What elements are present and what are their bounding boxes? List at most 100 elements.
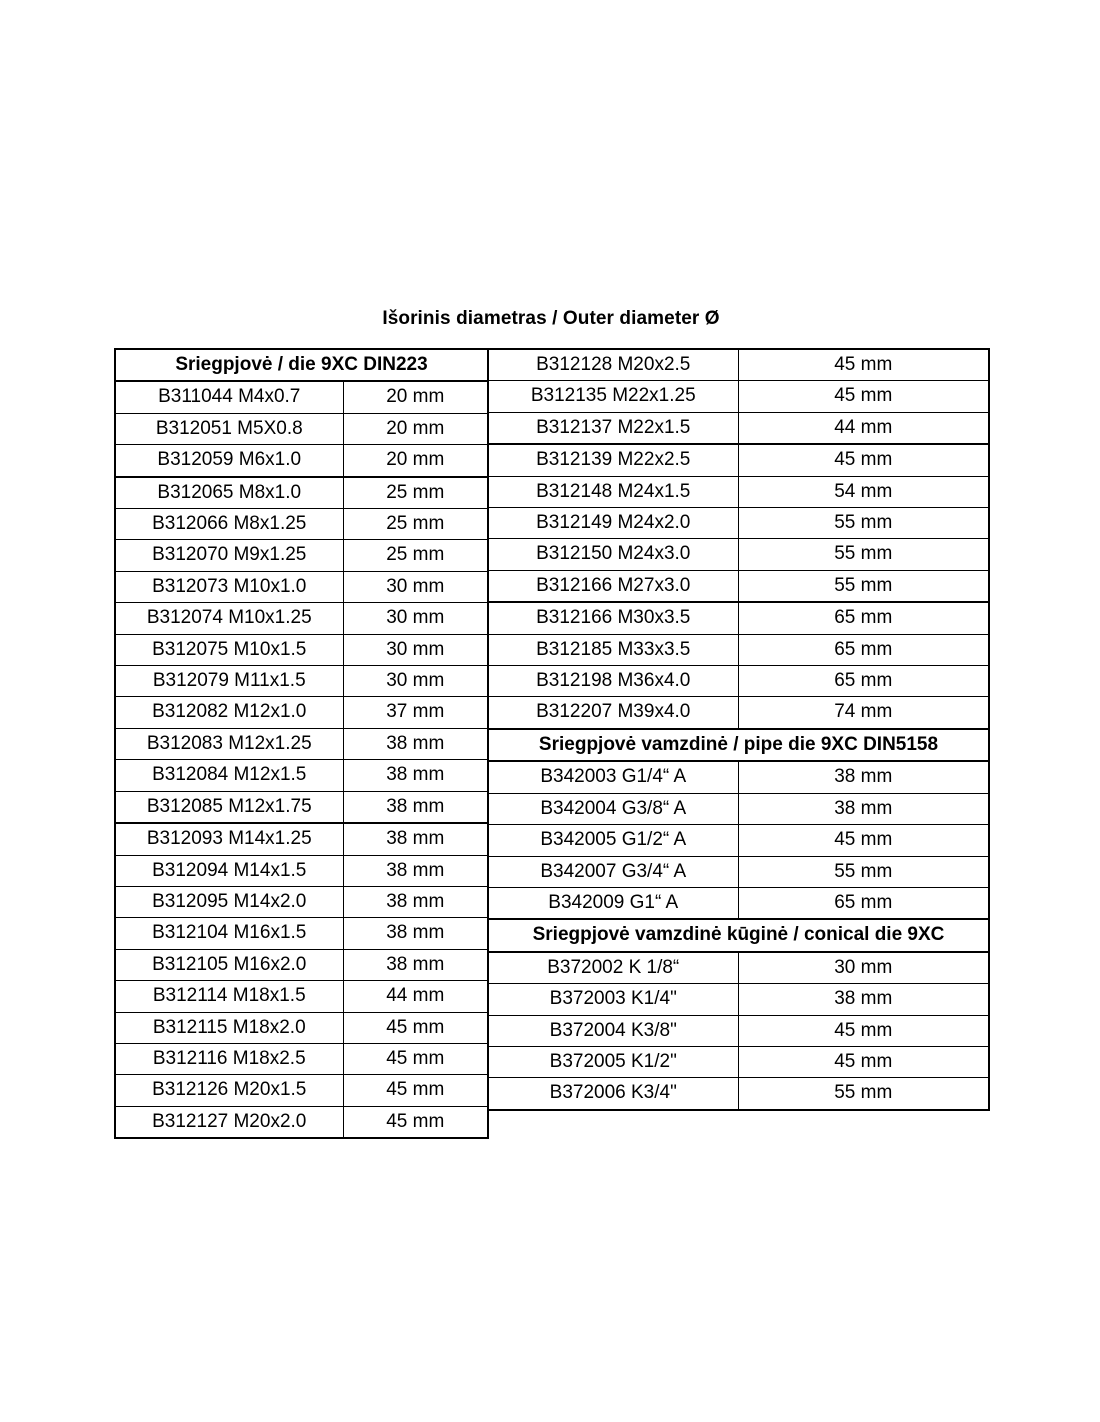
outer-diameter-cell: 65 mm (737, 633, 990, 667)
product-code-cell: B342009 G1“ A (487, 886, 739, 920)
outer-diameter-cell: 38 mm (342, 790, 489, 825)
outer-diameter-cell: 45 mm (737, 1014, 990, 1047)
product-code-cell: B312114 M18x1.5 (114, 980, 344, 1013)
table-row: B312083 M12x1.25 38 mm (114, 727, 489, 761)
section-header-label: Sriegpjovė vamzdinė / pipe die 9XC DIN51… (487, 727, 990, 763)
outer-diameter-cell: 55 mm (737, 1077, 990, 1111)
outer-diameter-cell: 38 mm (342, 917, 489, 950)
product-code-cell: B312139 M22x2.5 (487, 443, 739, 477)
table-row: B312105 M16x2.0 38 mm (114, 948, 489, 982)
product-code-cell: B312126 M20x1.5 (114, 1074, 344, 1107)
outer-diameter-cell: 30 mm (342, 665, 489, 698)
table-row: B342007 G3/4“ A 55 mm (487, 855, 990, 888)
table-row: B342004 G3/8“ A 38 mm (487, 792, 990, 826)
product-code-cell: B372006 K3/4" (487, 1077, 739, 1111)
table-row: B342009 G1“ A 65 mm (487, 886, 990, 920)
table-row: B312149 M24x2.0 55 mm (487, 507, 990, 540)
product-code-cell: B312079 M11x1.5 (114, 665, 344, 698)
outer-diameter-cell: 45 mm (737, 380, 990, 413)
outer-diameter-cell: 44 mm (342, 980, 489, 1013)
table-row: B312148 M24x1.5 54 mm (487, 475, 990, 509)
product-code-cell: B312051 M5X0.8 (114, 412, 344, 446)
outer-diameter-cell: 65 mm (737, 886, 990, 920)
table-row: B312126 M20x1.5 45 mm (114, 1074, 489, 1107)
outer-diameter-cell: 38 mm (737, 760, 990, 794)
table-row: B312104 M16x1.5 38 mm (114, 917, 489, 950)
table-row: B312093 M14x1.25 38 mm (114, 822, 489, 856)
outer-diameter-cell: 38 mm (342, 948, 489, 982)
product-code-cell: B342003 G1/4“ A (487, 760, 739, 794)
table-row: B312185 M33x3.5 65 mm (487, 633, 990, 667)
outer-diameter-cell: 45 mm (737, 824, 990, 857)
table-row: B372006 K3/4" 55 mm (487, 1077, 990, 1111)
product-code-cell: B312074 M10x1.25 (114, 602, 344, 635)
outer-diameter-cell: 65 mm (737, 601, 990, 635)
table-row: B312150 M24x3.0 55 mm (487, 538, 990, 571)
table-row: B312114 M18x1.5 44 mm (114, 980, 489, 1013)
outer-diameter-cell: 38 mm (737, 983, 990, 1016)
product-code-cell: B312075 M10x1.5 (114, 633, 344, 667)
product-code-cell: B342005 G1/2“ A (487, 824, 739, 857)
table-row: B312135 M22x1.25 45 mm (487, 380, 990, 413)
table-row: B342003 G1/4“ A 38 mm (487, 760, 990, 794)
product-code-cell: B312166 M27x3.0 (487, 569, 739, 604)
outer-diameter-cell: 25 mm (342, 539, 489, 572)
product-code-cell: B312148 M24x1.5 (487, 475, 739, 509)
product-code-cell: B312084 M12x1.5 (114, 759, 344, 792)
table-row: B312137 M22x1.5 44 mm (487, 411, 990, 446)
table-row: B372003 K1/4" 38 mm (487, 983, 990, 1016)
die-table-left-body: Sriegpjovė / die 9XC DIN223 B311044 M4x0.… (114, 347, 489, 1140)
outer-diameter-cell: 38 mm (342, 822, 489, 856)
outer-diameter-cell: 37 mm (342, 696, 489, 729)
product-code-cell: B312198 M36x4.0 (487, 665, 739, 698)
product-code-cell: B312083 M12x1.25 (114, 727, 344, 761)
product-code-cell: B312059 M6x1.0 (114, 444, 344, 478)
outer-diameter-cell: 45 mm (342, 1011, 489, 1044)
table-row: B312084 M12x1.5 38 mm (114, 759, 489, 792)
outer-diameter-cell: 55 mm (737, 507, 990, 540)
product-code-cell: B372005 K1/2" (487, 1045, 739, 1079)
outer-diameter-cell: 38 mm (737, 792, 990, 826)
outer-diameter-cell: 44 mm (737, 411, 990, 446)
die-table-right: B312128 M20x2.5 45 mm B312135 M22x1.25 45 m… (487, 348, 990, 1111)
outer-diameter-cell: 20 mm (342, 380, 489, 414)
product-code-cell: B312207 M39x4.0 (487, 696, 739, 730)
table-row: B312070 M9x1.25 25 mm (114, 539, 489, 572)
section-header-label: Sriegpjovė / die 9XC DIN223 (114, 347, 489, 383)
outer-diameter-cell: 25 mm (342, 508, 489, 541)
product-code-cell: B312127 M20x2.0 (114, 1105, 344, 1140)
table-row: B312059 M6x1.0 20 mm (114, 444, 489, 478)
table-row: B312094 M14x1.5 38 mm (114, 854, 489, 887)
table-row: B312166 M27x3.0 55 mm (487, 569, 990, 604)
table-row: B312207 M39x4.0 74 mm (487, 696, 990, 730)
product-code-cell: B312166 M30x3.5 (487, 601, 739, 635)
product-code-cell: B372002 K 1/8“ (487, 951, 739, 985)
product-code-cell: B312073 M10x1.0 (114, 570, 344, 604)
table-row: B312128 M20x2.5 45 mm (487, 348, 990, 382)
outer-diameter-cell: 38 mm (342, 854, 489, 887)
outer-diameter-cell: 55 mm (737, 569, 990, 604)
table-row: B312166 M30x3.5 65 mm (487, 601, 990, 635)
outer-diameter-cell: 20 mm (342, 444, 489, 478)
product-code-cell: B312104 M16x1.5 (114, 917, 344, 950)
product-code-cell: B312095 M14x2.0 (114, 885, 344, 919)
table-row: B372005 K1/2" 45 mm (487, 1045, 990, 1079)
table-row: B312085 M12x1.75 38 mm (114, 790, 489, 825)
outer-diameter-cell: 45 mm (737, 443, 990, 477)
table-section-header-row: Sriegpjovė vamzdinė kūginė / conical die… (487, 918, 990, 953)
table-section-header-row: Sriegpjovė / die 9XC DIN223 (114, 347, 489, 383)
product-code-cell: B311044 M4x0.7 (114, 380, 344, 414)
product-code-cell: B312137 M22x1.5 (487, 411, 739, 446)
outer-diameter-cell: 55 mm (737, 855, 990, 888)
outer-diameter-cell: 45 mm (342, 1105, 489, 1140)
outer-diameter-cell: 45 mm (342, 1042, 489, 1076)
product-code-cell: B312149 M24x2.0 (487, 507, 739, 540)
product-code-cell: B312135 M22x1.25 (487, 380, 739, 413)
outer-diameter-cell: 45 mm (342, 1074, 489, 1107)
outer-diameter-cell: 45 mm (737, 348, 990, 382)
table-row: B312051 M5X0.8 20 mm (114, 412, 489, 446)
table-row: B312082 M12x1.0 37 mm (114, 696, 489, 729)
outer-diameter-cell: 30 mm (342, 633, 489, 667)
product-code-cell: B312150 M24x3.0 (487, 538, 739, 571)
